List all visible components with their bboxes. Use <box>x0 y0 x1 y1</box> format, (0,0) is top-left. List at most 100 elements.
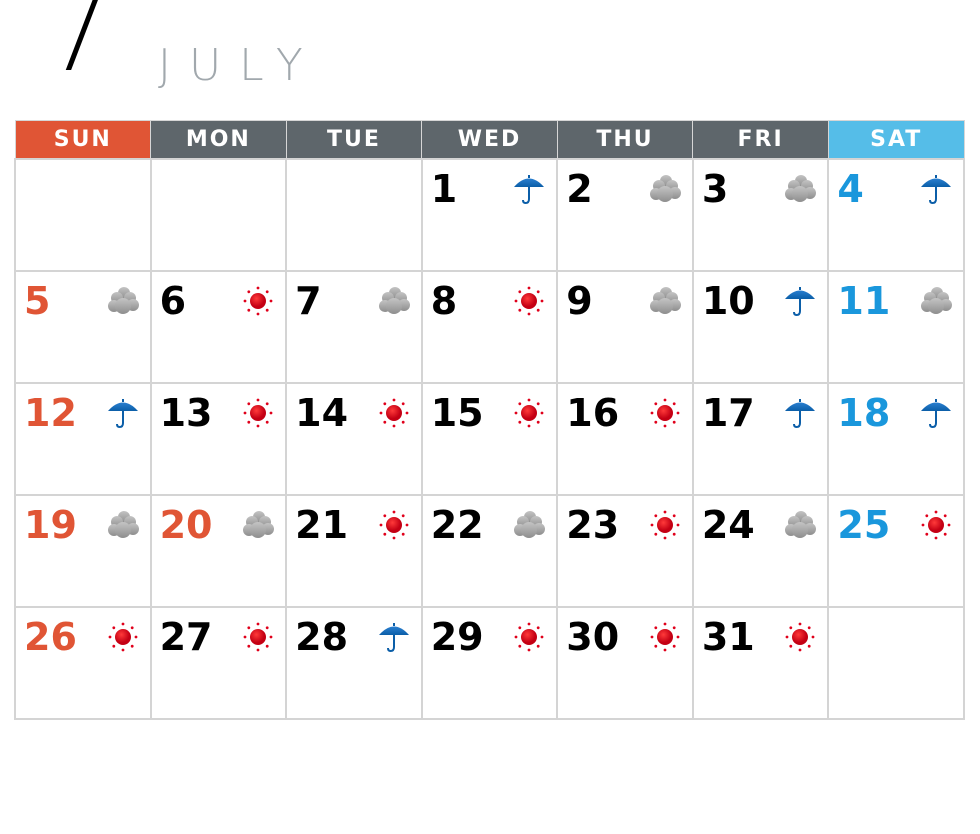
sun-icon <box>377 508 411 542</box>
day-cell[interactable]: 9 <box>556 270 694 384</box>
day-cell[interactable]: 23 <box>556 494 694 608</box>
cloud-icon <box>648 172 682 206</box>
day-cell[interactable]: 15 <box>420 382 559 496</box>
day-cell[interactable]: 27 <box>149 606 288 720</box>
day-number: 3 <box>701 167 729 211</box>
week-row: 19 20 21 22 23 24 25 <box>14 494 965 608</box>
sun-icon <box>919 508 953 542</box>
day-cell[interactable]: 1 <box>420 158 559 272</box>
sun-icon <box>377 396 411 430</box>
day-cell[interactable]: 12 <box>14 382 152 496</box>
day-cell[interactable]: 26 <box>14 606 152 720</box>
day-number: 2 <box>566 167 593 211</box>
cloud-icon <box>783 508 817 542</box>
day-number: 1 <box>430 167 458 211</box>
month-name: JULY <box>158 40 321 91</box>
day-number: 14 <box>295 391 349 435</box>
weekday-sat: SAT <box>827 120 965 160</box>
day-cell[interactable]: 11 <box>827 270 965 384</box>
umbrella-icon <box>783 284 817 318</box>
sun-icon <box>241 284 275 318</box>
umbrella-icon <box>919 172 953 206</box>
sun-icon <box>512 396 546 430</box>
sun-icon <box>512 284 546 318</box>
day-cell[interactable]: 13 <box>149 382 288 496</box>
day-number: 21 <box>295 503 349 547</box>
day-cell[interactable]: 31 <box>691 606 830 720</box>
day-number: 10 <box>701 279 755 323</box>
umbrella-icon <box>106 396 140 430</box>
empty-cell <box>14 158 152 272</box>
day-number: 28 <box>295 615 349 659</box>
weekday-tue: TUE <box>285 120 423 160</box>
day-cell[interactable]: 18 <box>827 382 965 496</box>
weekday-header-row: SUN MON TUE WED THU FRI SAT <box>14 120 965 160</box>
sun-icon <box>648 508 682 542</box>
day-number: 19 <box>24 503 77 547</box>
empty-cell <box>285 158 423 272</box>
cloud-icon <box>106 508 140 542</box>
week-row: 12 13 14 15 16 17 18 <box>14 382 965 496</box>
day-cell[interactable]: 14 <box>285 382 423 496</box>
day-cell[interactable]: 2 <box>556 158 694 272</box>
day-cell[interactable]: 6 <box>149 270 288 384</box>
umbrella-icon <box>377 620 411 654</box>
day-number: 18 <box>837 391 891 435</box>
day-number: 24 <box>701 503 755 547</box>
day-cell[interactable]: 22 <box>420 494 559 608</box>
day-cell[interactable]: 7 <box>285 270 423 384</box>
day-cell[interactable]: 3 <box>691 158 830 272</box>
day-number: 27 <box>159 615 213 659</box>
umbrella-icon <box>512 172 546 206</box>
sun-icon <box>241 396 275 430</box>
empty-cell <box>827 606 965 720</box>
day-cell[interactable]: 29 <box>420 606 559 720</box>
cloud-icon <box>512 508 546 542</box>
cloud-icon <box>919 284 953 318</box>
cloud-icon <box>241 508 275 542</box>
weekday-sun: SUN <box>14 120 152 160</box>
sun-icon <box>106 620 140 654</box>
day-number: 17 <box>701 391 755 435</box>
sun-icon <box>783 620 817 654</box>
day-cell[interactable]: 19 <box>14 494 152 608</box>
weekday-fri: FRI <box>692 120 829 160</box>
day-number: 23 <box>566 503 620 547</box>
weekday-wed: WED <box>421 120 558 160</box>
day-number: 9 <box>566 279 593 323</box>
sun-icon <box>648 620 682 654</box>
day-cell[interactable]: 4 <box>827 158 965 272</box>
day-cell[interactable]: 21 <box>285 494 423 608</box>
cloud-icon <box>783 172 817 206</box>
day-cell[interactable]: 20 <box>149 494 288 608</box>
cloud-icon <box>377 284 411 318</box>
day-number: 11 <box>837 279 891 323</box>
day-cell[interactable]: 24 <box>691 494 830 608</box>
day-number: 26 <box>24 615 77 659</box>
day-number: 6 <box>159 279 187 323</box>
day-cell[interactable]: 10 <box>691 270 830 384</box>
week-row: 5 6 7 8 9 10 11 <box>14 270 965 384</box>
day-cell[interactable]: 5 <box>14 270 152 384</box>
day-number: 4 <box>837 167 864 211</box>
day-number: 8 <box>430 279 458 323</box>
day-cell[interactable]: 17 <box>691 382 830 496</box>
sun-icon <box>648 396 682 430</box>
umbrella-icon <box>783 396 817 430</box>
day-number: 13 <box>159 391 213 435</box>
day-cell[interactable]: 16 <box>556 382 694 496</box>
weekday-thu: THU <box>556 120 694 160</box>
day-cell[interactable]: 25 <box>827 494 965 608</box>
day-number: 25 <box>837 503 891 547</box>
day-cell[interactable]: 8 <box>420 270 559 384</box>
empty-cell <box>149 158 288 272</box>
sun-icon <box>512 620 546 654</box>
day-cell[interactable]: 28 <box>285 606 423 720</box>
cloud-icon <box>648 284 682 318</box>
day-number: 5 <box>24 279 51 323</box>
umbrella-icon <box>919 396 953 430</box>
day-cell[interactable]: 30 <box>556 606 694 720</box>
calendar-grid: SUN MON TUE WED THU FRI SAT 1 2 3 4 5 6 7 8 9 10 1… <box>14 120 965 720</box>
cloud-icon <box>106 284 140 318</box>
day-number: 20 <box>159 503 213 547</box>
